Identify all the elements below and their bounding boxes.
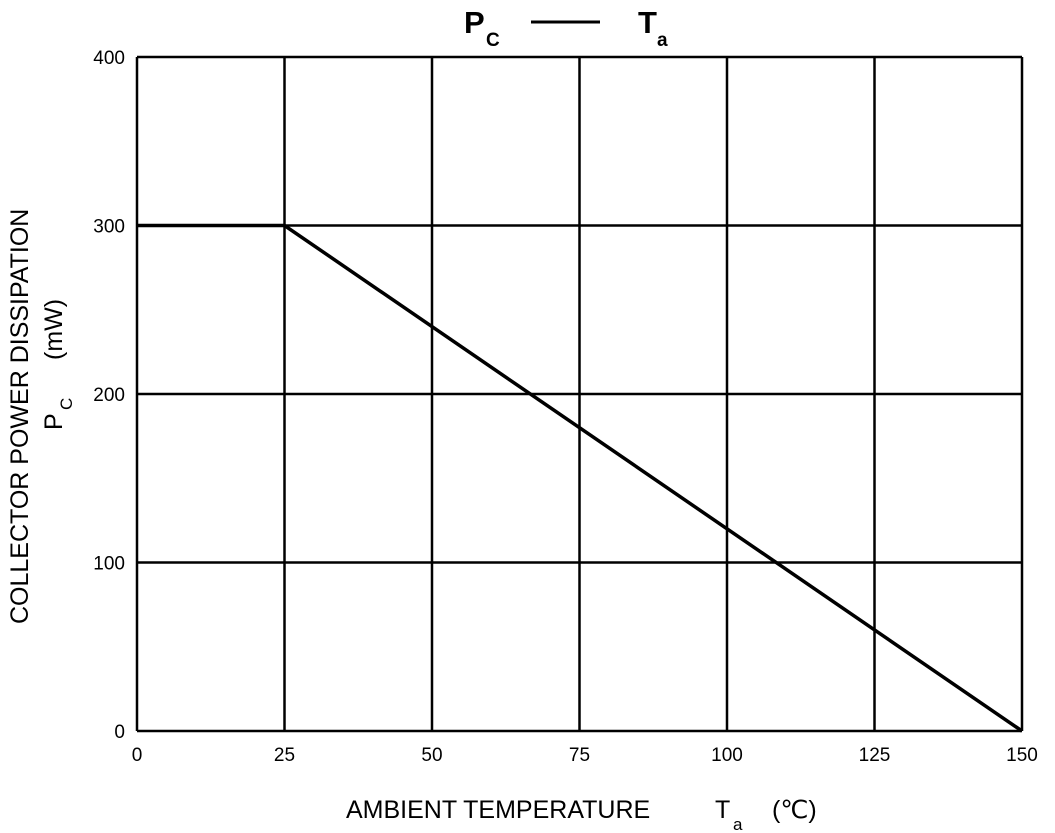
y-axis-label-text: COLLECTOR POWER DISSIPATION xyxy=(6,209,34,624)
y-axis-label: COLLECTOR POWER DISSIPATION P C (mW) xyxy=(6,209,76,624)
x-axis-label-unit: (℃) xyxy=(772,796,817,824)
x-tick-label: 125 xyxy=(859,745,891,766)
x-tick-label: 75 xyxy=(569,745,590,766)
y-axis-label-unit: (mW) xyxy=(40,299,68,360)
y-tick-label: 200 xyxy=(93,385,125,406)
series xyxy=(137,223,1023,733)
title-pc-symbol: P xyxy=(464,5,485,40)
title-ta-subscript: a xyxy=(657,30,668,51)
x-tick-label: 0 xyxy=(132,745,143,766)
title-ta-symbol: T xyxy=(638,5,657,40)
x-tick-label: 150 xyxy=(1006,745,1038,766)
x-axis-label: AMBIENT TEMPERATURE T a (℃) xyxy=(346,796,817,833)
chart-title: P C T a xyxy=(464,5,668,51)
grid xyxy=(135,55,1024,733)
x-tick-label: 25 xyxy=(274,745,295,766)
y-tick-labels: 0 100 200 300 400 xyxy=(93,48,125,743)
x-tick-label: 100 xyxy=(711,745,743,766)
x-tick-label: 50 xyxy=(421,745,442,766)
y-axis-label-subscript: C xyxy=(57,398,76,410)
y-tick-label: 100 xyxy=(93,554,125,575)
y-tick-label: 0 xyxy=(114,722,125,743)
x-axis-label-text: AMBIENT TEMPERATURE xyxy=(346,796,650,824)
x-axis-label-subscript: a xyxy=(733,815,743,833)
series-line-0 xyxy=(137,223,1023,733)
x-tick-labels: 0 25 50 75 100 125 150 xyxy=(132,745,1038,766)
y-axis-label-symbol: P xyxy=(40,413,68,430)
title-pc-subscript: C xyxy=(486,30,500,51)
x-axis-label-symbol: T xyxy=(715,796,730,824)
y-tick-label: 400 xyxy=(93,48,125,69)
y-tick-label: 300 xyxy=(93,217,125,238)
